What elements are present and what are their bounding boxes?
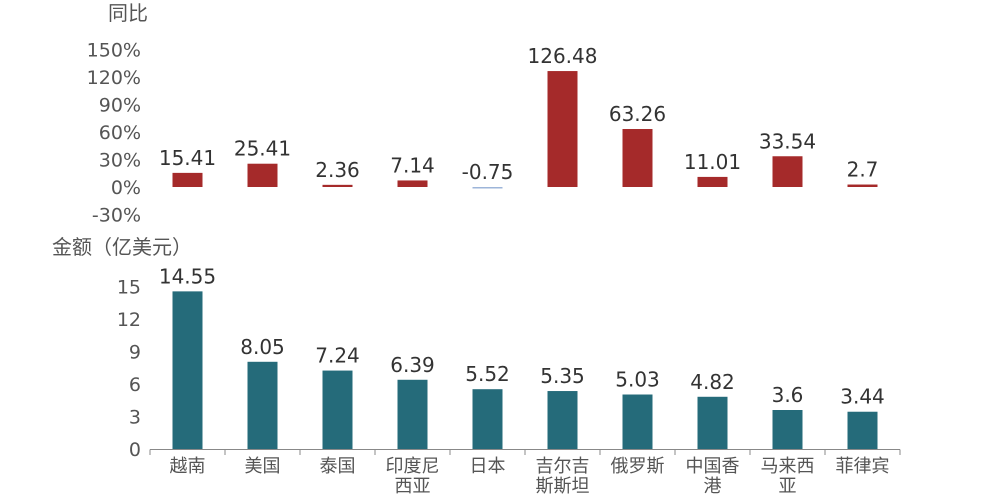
category-label: 泰国 bbox=[320, 456, 356, 477]
top-ytick-label: 150% bbox=[87, 40, 141, 62]
amount-data-label: 7.24 bbox=[315, 344, 360, 368]
amount-bar bbox=[772, 410, 803, 449]
amount-data-label: 5.03 bbox=[615, 368, 660, 392]
top-ylabel: 同比 bbox=[108, 1, 148, 25]
amount-data-label: 14.55 bbox=[159, 264, 216, 288]
yoy-data-label: 7.14 bbox=[390, 153, 435, 177]
top-ytick-label: 30% bbox=[99, 150, 141, 172]
amount-bar bbox=[622, 394, 653, 449]
bottom-ylabel: 金额（亿美元） bbox=[52, 235, 192, 259]
amount-bar bbox=[172, 291, 203, 449]
amount-data-label: 4.82 bbox=[690, 370, 735, 394]
top-ytick-label: 90% bbox=[99, 95, 141, 117]
top-ytick-label: -30% bbox=[92, 205, 141, 227]
amount-bar bbox=[847, 411, 878, 449]
yoy-bar bbox=[397, 180, 428, 187]
top-ytick-label: 60% bbox=[99, 122, 141, 144]
yoy-bar bbox=[622, 129, 653, 187]
top-ytick-label: 120% bbox=[87, 67, 141, 89]
category-label: 俄罗斯 bbox=[611, 456, 665, 477]
amount-bar bbox=[322, 370, 353, 449]
category-label: 印度尼西亚 bbox=[386, 456, 440, 497]
yoy-data-label: 25.41 bbox=[234, 137, 291, 161]
yoy-data-label: -0.75 bbox=[462, 160, 514, 184]
yoy-data-label: 126.48 bbox=[528, 44, 598, 68]
yoy-bar bbox=[772, 156, 803, 187]
amount-bar bbox=[247, 361, 278, 449]
category-label: 中国香港 bbox=[686, 456, 740, 497]
bottom-ytick-label: 15 bbox=[117, 277, 141, 299]
amount-data-label: 5.35 bbox=[540, 364, 585, 388]
yoy-bar bbox=[847, 184, 878, 187]
category-label: 越南 bbox=[170, 456, 206, 477]
yoy-data-label: 2.7 bbox=[847, 158, 879, 182]
yoy-bar bbox=[172, 172, 203, 187]
amount-bar bbox=[547, 391, 578, 449]
yoy-bar bbox=[247, 163, 278, 187]
bottom-ytick-label: 9 bbox=[129, 342, 141, 364]
bottom-ytick-label: 3 bbox=[129, 407, 141, 429]
amount-data-label: 6.39 bbox=[390, 353, 435, 377]
bottom-ytick-label: 0 bbox=[129, 439, 141, 461]
bottom-ytick-label: 12 bbox=[117, 309, 141, 331]
category-label: 日本 bbox=[470, 456, 506, 477]
yoy-bar bbox=[472, 187, 503, 189]
amount-data-label: 3.44 bbox=[840, 385, 885, 409]
amount-data-label: 8.05 bbox=[240, 335, 285, 359]
top-ytick-label: 0% bbox=[111, 177, 141, 199]
amount-bar bbox=[697, 396, 728, 449]
yoy-bar bbox=[697, 176, 728, 187]
amount-panel: 15 12 9 6 3 0 14.55 8.05 7.24 6.39 5.52 5.35 5.03 4.8… bbox=[117, 264, 901, 497]
yoy-bar bbox=[547, 71, 578, 187]
category-label: 美国 bbox=[245, 456, 281, 477]
yoy-data-label: 11.01 bbox=[684, 150, 741, 174]
yoy-data-label: 2.36 bbox=[315, 158, 360, 182]
yoy-data-label: 15.41 bbox=[159, 146, 216, 170]
category-label: 吉尔吉斯斯坦 bbox=[536, 456, 590, 497]
amount-bar bbox=[397, 379, 428, 449]
amount-bar bbox=[472, 389, 503, 449]
yoy-data-label: 33.54 bbox=[759, 129, 816, 153]
amount-data-label: 3.6 bbox=[772, 383, 804, 407]
yoy-data-label: 63.26 bbox=[609, 102, 666, 126]
category-label: 马来西亚 bbox=[761, 456, 815, 497]
yoy-bar bbox=[322, 184, 353, 187]
yoy-panel: 150% 120% 90% 60% 30% 0% -30% 15.41 25.41 2.36 7.1… bbox=[87, 40, 879, 227]
category-label: 菲律宾 bbox=[836, 456, 890, 477]
amount-data-label: 5.52 bbox=[465, 362, 510, 386]
bottom-ytick-label: 6 bbox=[129, 374, 141, 396]
